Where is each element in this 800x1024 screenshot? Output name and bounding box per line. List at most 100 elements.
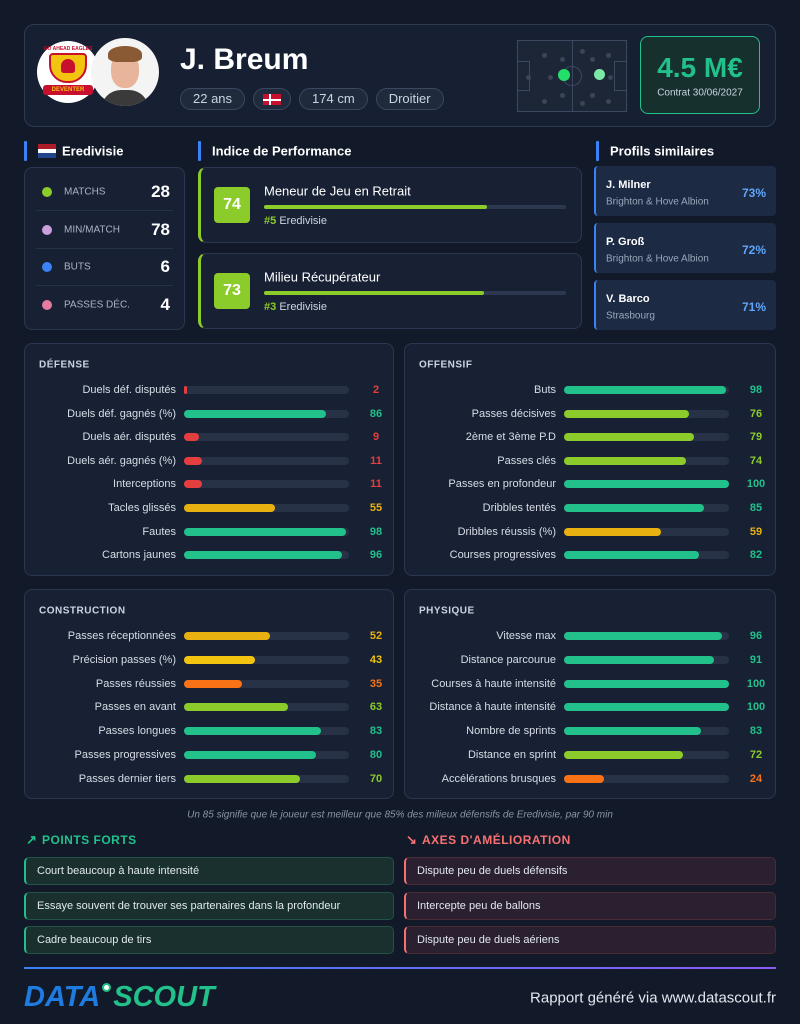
list-text: Essaye souvent de trouver ses partenaire…	[37, 899, 341, 912]
stat-value: 96	[369, 549, 383, 562]
league-stat-value: 78	[151, 219, 170, 239]
bar	[564, 504, 705, 512]
bar	[564, 386, 726, 394]
bar	[184, 433, 199, 442]
flag-nl-r	[38, 144, 56, 149]
pitch-dot	[606, 99, 611, 104]
stat-value: 11	[370, 478, 382, 491]
badge-ribbon	[43, 85, 93, 95]
stat-label: Duels aér. gagnés (%)	[67, 454, 176, 467]
bar	[184, 751, 316, 759]
footnote: Un 85 signifie que le joueur est meilleu…	[187, 809, 613, 821]
header-accent	[198, 141, 201, 161]
stat-icon	[42, 300, 52, 311]
stat-value: 80	[369, 749, 383, 761]
stat-label: Passes clés	[497, 454, 556, 467]
bar	[184, 527, 346, 536]
league-stat-label: MATCHS	[64, 186, 106, 198]
similar-title: Profils similaires	[610, 143, 715, 159]
bar	[564, 679, 729, 688]
club-badge: GO AHEAD EAGLES DEVENTER	[37, 41, 99, 103]
similar-club: Brighton & Hove Albion	[606, 253, 709, 265]
bar	[184, 632, 270, 640]
bar	[184, 386, 188, 394]
rank: #3	[264, 301, 277, 313]
stat-label: Vitesse max	[496, 630, 556, 642]
stat-panel: OFFENSIF Buts 98 Passes décisives 76 2ème et …	[404, 343, 776, 576]
stat-value: 55	[369, 502, 383, 514]
bar-track	[564, 774, 729, 783]
rank-league: Eredivisie	[279, 301, 327, 313]
list-text: Court beaucoup à haute intensité	[37, 865, 200, 877]
stat-label: Courses progressives	[449, 549, 556, 562]
stat-label: Distance parcourue	[460, 653, 556, 666]
footer-logo: DATA SCOUT	[24, 981, 215, 1014]
stat-value: 59	[749, 525, 763, 538]
info-tag: Droitier	[375, 88, 444, 110]
stat-value: 98	[369, 525, 383, 538]
list-icon: ↘	[406, 832, 417, 847]
bar	[184, 655, 255, 664]
stat-divider	[36, 285, 173, 287]
stat-label: Courses à haute intensité	[431, 677, 556, 690]
header-accent	[596, 141, 599, 161]
stat-label: Passes longues	[98, 725, 176, 738]
contract: Contrat 30/06/2027	[657, 87, 743, 99]
bar	[184, 456, 203, 465]
flag-tag	[253, 88, 292, 110]
player-photo	[91, 38, 159, 106]
rank-league: Eredivisie	[279, 215, 327, 227]
logo-scout: SCOUT	[113, 981, 215, 1013]
stat-value: 85	[749, 502, 763, 514]
flag-nl-b	[38, 153, 56, 158]
market-value: 4.5 M€	[657, 52, 743, 83]
score: 73	[223, 282, 241, 299]
stat-value: 70	[369, 772, 383, 785]
badge-bottom-text: DEVENTER	[51, 87, 85, 93]
footer-rule	[24, 967, 776, 969]
score-box	[214, 187, 250, 223]
stat-label: Duels déf. disputés	[82, 384, 176, 396]
league-stat-value: 28	[151, 182, 170, 201]
panel-title: CONSTRUCTION	[39, 605, 126, 617]
badge-top-text: GO AHEAD EAGLES	[43, 46, 93, 52]
stat-value: 74	[749, 454, 763, 467]
rank: #5	[264, 215, 277, 227]
badge-eagle	[61, 59, 75, 73]
stat-value: 24	[749, 772, 763, 785]
similar-card	[594, 223, 776, 273]
rank-line: #5 Eredivisie	[264, 215, 327, 227]
bar	[184, 551, 343, 560]
list-icon: ↗	[26, 832, 37, 847]
stat-value: 100	[746, 478, 766, 491]
bar	[184, 679, 242, 688]
bar	[184, 504, 275, 512]
bar-track	[184, 655, 349, 664]
similar-name: P. Groß	[606, 236, 645, 248]
logo-ball	[102, 983, 112, 992]
score: 74	[223, 196, 241, 213]
bar	[184, 727, 321, 736]
pitch-dot	[606, 53, 611, 58]
league-title: Eredivisie	[62, 143, 124, 159]
pitch-dot	[590, 93, 595, 98]
bar	[564, 480, 729, 489]
stat-icon	[42, 187, 52, 197]
stat-value: 35	[369, 677, 383, 690]
stat-value: 100	[746, 677, 766, 690]
bar	[564, 551, 700, 560]
stat-label: Passes réussies	[95, 677, 176, 690]
stat-value: 98	[749, 384, 763, 396]
stat-label: Tacles glissés	[108, 502, 176, 514]
stat-label: Fautes	[142, 525, 176, 538]
pitch-dot	[542, 53, 547, 58]
list-text: Dispute peu de duels aériens	[417, 934, 560, 946]
stat-value: 83	[749, 725, 763, 738]
stat-label: Interceptions	[113, 478, 176, 491]
panel-title: DÉFENSE	[39, 359, 90, 371]
pitch-dot	[608, 75, 613, 80]
list-item: Dispute peu de duels défensifs	[404, 857, 776, 885]
bar	[184, 774, 300, 783]
bar-track	[184, 456, 349, 465]
stat-label: Duels aér. disputés	[82, 431, 176, 444]
